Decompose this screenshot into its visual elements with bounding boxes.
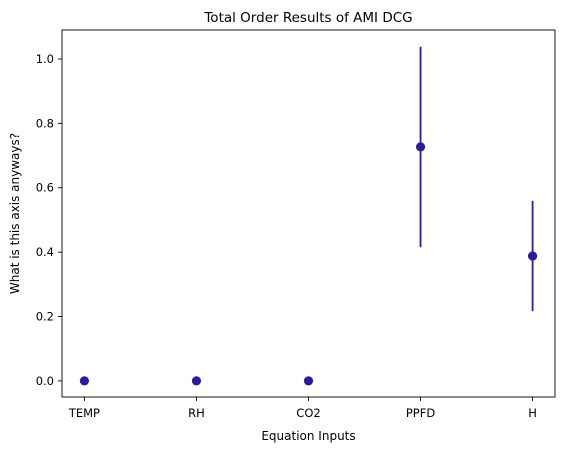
error-bars xyxy=(419,46,534,312)
x-tick-label: RH xyxy=(188,406,205,420)
y-axis-label: What is this axis anyways? xyxy=(8,133,22,294)
plot-frame xyxy=(61,29,556,398)
y-tick-label: 0.0 xyxy=(36,374,54,388)
y-tick-label: 0.8 xyxy=(36,116,54,130)
y-tick-label: 0.2 xyxy=(36,310,54,324)
y-tick-label: 0.4 xyxy=(36,245,54,259)
x-tick-label: H xyxy=(528,406,537,420)
data-point xyxy=(79,376,90,386)
y-tick-label: 1.0 xyxy=(36,52,54,66)
x-axis-label: Equation Inputs xyxy=(261,429,355,443)
y-ticks: 0.0 0.2 0.4 0.6 0.8 1.0 xyxy=(36,52,62,388)
y-tick-label: 0.6 xyxy=(36,181,54,195)
data-point xyxy=(415,142,426,152)
chart-title: Total Order Results of AMI DCG xyxy=(203,10,412,26)
data-point xyxy=(303,376,314,386)
data-point xyxy=(527,251,538,261)
x-tick-label: PPFD xyxy=(406,406,435,420)
x-tick-label: TEMP xyxy=(68,406,100,420)
x-tick-label: CO2 xyxy=(296,406,320,420)
x-ticks: TEMP RH CO2 PPFD H xyxy=(68,397,537,420)
data-point xyxy=(191,376,202,386)
data-points xyxy=(79,142,538,386)
